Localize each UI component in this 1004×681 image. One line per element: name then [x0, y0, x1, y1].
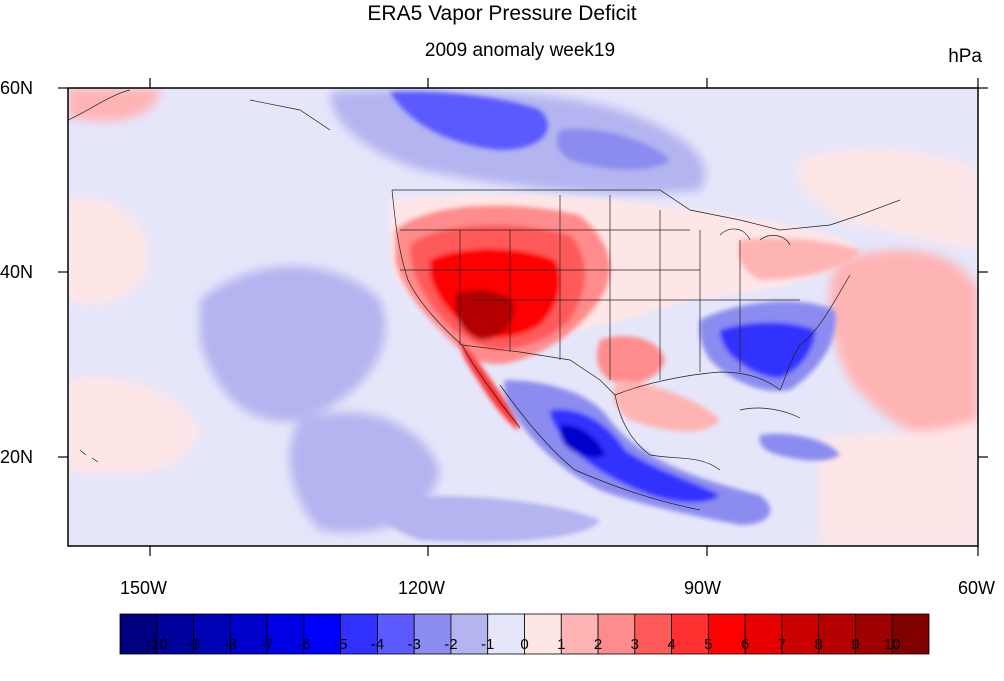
atlantic-positive-big — [829, 250, 978, 442]
colorbar — [119, 613, 930, 655]
alaska-pink — [68, 88, 160, 121]
colorbar-tick-label: 4 — [667, 636, 676, 653]
west-coast — [391, 189, 521, 429]
us-canada-border — [392, 189, 901, 231]
mexico-blue-inner — [550, 409, 720, 503]
colorbar-swatch — [156, 613, 194, 655]
colorbar-swatch — [377, 613, 415, 655]
southeast-blue-inner — [720, 322, 815, 378]
pacific-blue-west — [218, 289, 340, 373]
colorbar-swatch — [855, 613, 893, 655]
lon-label-120w: 120W — [398, 578, 446, 598]
colorbar-tick-label: -4 — [370, 636, 385, 653]
colorbar-tick-label: -10 — [145, 636, 168, 653]
colorbar-tick-label: -3 — [407, 636, 421, 653]
gulf-coast — [614, 274, 851, 396]
pacific-southwest-pink — [68, 377, 200, 474]
colorbar-tick-label: 3 — [630, 636, 639, 653]
colorbar-swatch — [303, 613, 342, 655]
colorbar-tick-label: 0 — [520, 636, 529, 653]
colorbar-tick-label: -1 — [481, 636, 495, 653]
colorbar-swatch — [634, 613, 672, 655]
lat-label-60n: 60N — [0, 78, 34, 98]
colorbar-swatch — [891, 613, 930, 655]
hawaii — [79, 449, 99, 463]
lon-label-60w: 60W — [958, 578, 996, 598]
mexico-gulf-coast — [614, 394, 721, 471]
colorbar-tick-label: -2 — [444, 636, 458, 653]
texas-positive — [597, 336, 665, 384]
colorbar-tick-label: -9 — [186, 636, 201, 653]
colorbar-tick-label: 1 — [557, 636, 566, 653]
alaska-coast — [68, 89, 331, 131]
lat-label-20n: 20N — [0, 447, 34, 467]
south-blue-band — [379, 496, 600, 542]
anomaly-field — [68, 88, 978, 546]
colorbar-swatch — [119, 613, 158, 655]
pacific-west-pink — [68, 198, 150, 304]
north-blue-east — [557, 129, 670, 170]
colorbar-tick-label: 5 — [704, 636, 713, 653]
south-atlantic-pink — [820, 420, 978, 546]
colorbar-tick-label: 7 — [777, 636, 787, 653]
mexico-west-coast — [499, 384, 701, 511]
southwest-core — [455, 289, 515, 340]
colorbar-swatch — [487, 613, 525, 655]
colorbar-tick-label: 9 — [851, 636, 860, 653]
coastlines — [68, 89, 901, 511]
north-atlantic-positive — [797, 149, 978, 250]
northeast-pink — [738, 238, 860, 280]
colorbar-swatch — [229, 613, 268, 655]
lat-label-40n: 40N — [0, 262, 34, 282]
great-lakes — [719, 228, 791, 246]
colorbar-swatch — [597, 613, 636, 655]
ticks — [58, 78, 988, 556]
colorbar-tick-label: 6 — [740, 636, 750, 653]
colorbar-swatch — [818, 613, 856, 655]
colorbar-tick-label: -7 — [260, 636, 274, 653]
colorbar-swatch — [450, 613, 489, 655]
north-blue-core — [390, 91, 548, 150]
chart-title: ERA5 Vapor Pressure Deficit — [367, 2, 637, 25]
colorbar-tick-label: 8 — [814, 636, 823, 653]
cuba — [739, 407, 801, 419]
colorbar-tick-label: -5 — [333, 636, 348, 653]
caribbean-blue — [759, 433, 840, 461]
colorbar-swatch — [266, 613, 305, 655]
us-mexico-border — [461, 344, 616, 396]
colorbar-swatch — [560, 613, 599, 655]
colorbar-tick-label: 2 — [593, 636, 603, 653]
state-lines — [400, 195, 800, 380]
gulf-pink — [613, 380, 720, 432]
colorbar-swatch — [707, 613, 746, 655]
chart-subtitle: 2009 anomaly week19 — [424, 40, 616, 61]
colorbar-swatch — [781, 613, 820, 655]
colorbar-tick-label: -6 — [297, 636, 311, 653]
lon-label-90w: 90W — [684, 578, 722, 598]
colorbar-tick-label: 10 — [883, 636, 901, 653]
colorbar-swatch — [671, 613, 709, 655]
colorbar-tick-label: -8 — [223, 636, 237, 653]
units-label: hPa — [948, 46, 982, 67]
plot-frame — [67, 87, 979, 547]
lon-label-150w: 150W — [120, 578, 168, 598]
mexico-blue-core — [559, 424, 605, 458]
